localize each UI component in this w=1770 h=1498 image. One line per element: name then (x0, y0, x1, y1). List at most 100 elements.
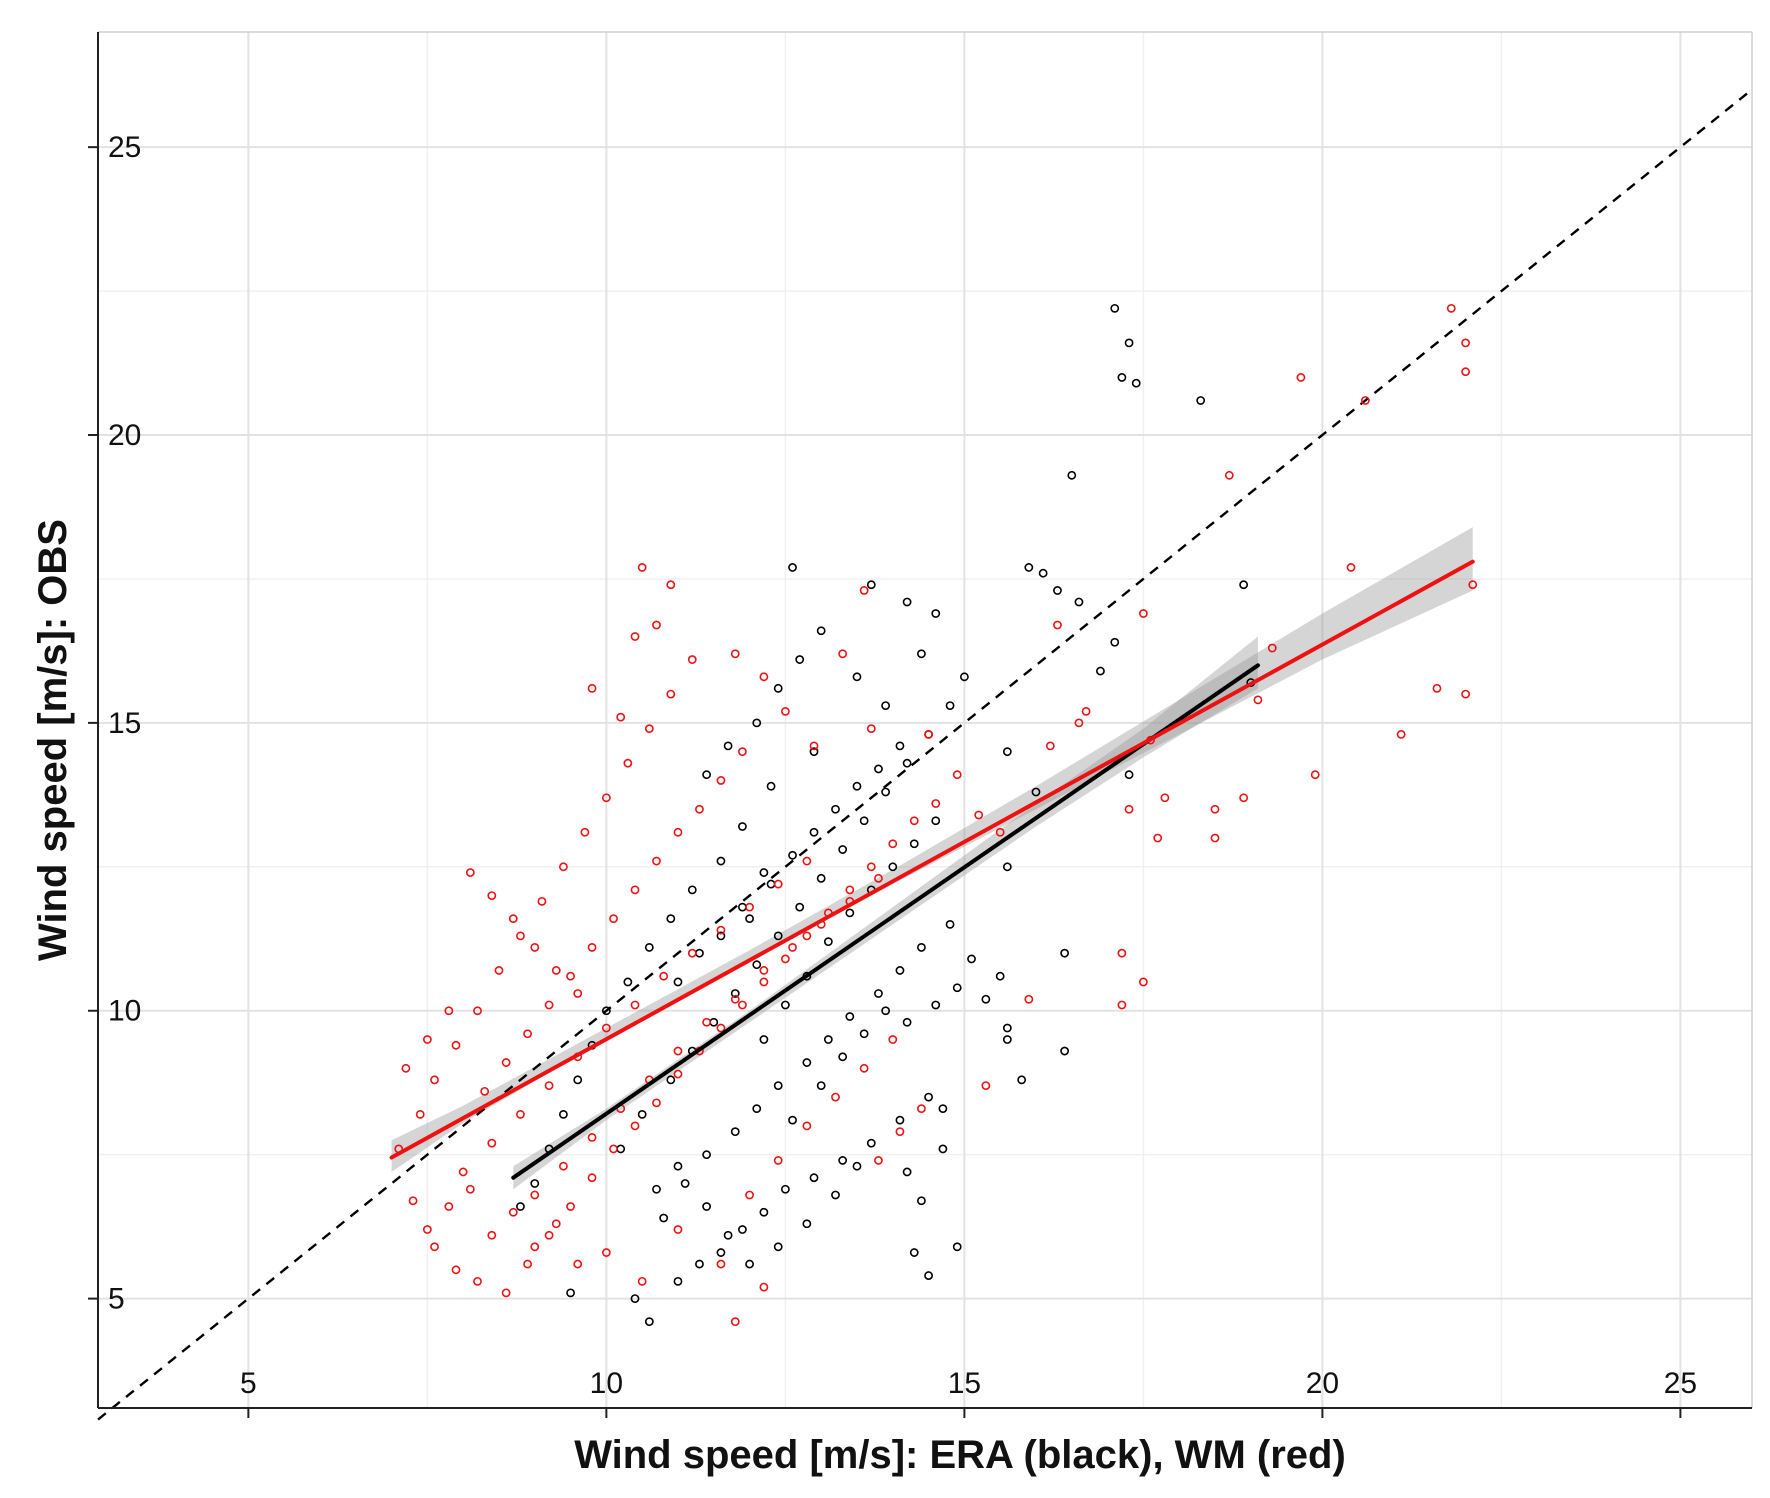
scatter-point (802, 856, 812, 866)
scatter-point (802, 1058, 812, 1067)
x-tick-label: 5 (240, 1367, 257, 1400)
scatter-point (702, 770, 712, 780)
scatter-point (874, 1156, 883, 1165)
scatter-point (866, 1138, 876, 1148)
scatter-point (1067, 470, 1077, 480)
scatter-point (1024, 994, 1034, 1004)
x-tick-label: 15 (948, 1367, 981, 1400)
scatter-point (1346, 563, 1356, 572)
scatter-point (473, 1276, 482, 1286)
scatter-point (730, 994, 740, 1004)
scatter-point (709, 1017, 719, 1027)
scatter-point (422, 1035, 432, 1044)
scatter-point (465, 1184, 475, 1194)
scatter-point (659, 1213, 669, 1223)
scatter-point (759, 868, 769, 877)
scatter-point (1124, 770, 1134, 780)
scatter-point (559, 1109, 568, 1119)
y-tick-label: 20 (108, 419, 141, 452)
scatter-point (759, 966, 769, 975)
scatter-point (759, 1282, 769, 1292)
scatter-point (1031, 787, 1041, 797)
scatter-point (730, 1317, 740, 1327)
scatter-point (1002, 862, 1012, 872)
scatter-point (630, 1294, 640, 1304)
scatter-point (530, 1190, 540, 1200)
scatter-point (788, 943, 797, 952)
scatter-point (1038, 568, 1048, 578)
scatter-point (601, 1248, 611, 1257)
scatter-point (587, 1133, 597, 1142)
scatter-point (852, 672, 862, 682)
scatter-point (967, 954, 976, 964)
scatter-point (895, 966, 905, 975)
scatter-point (508, 914, 518, 924)
scatter-point (788, 1115, 797, 1125)
scatter-point (752, 1104, 762, 1114)
scatter-point (866, 724, 876, 734)
scatter-point (745, 914, 754, 924)
scatter-point (738, 1000, 747, 1010)
scatter-point (780, 1184, 790, 1194)
scatter-point (544, 1230, 554, 1240)
scatter-point (637, 1109, 647, 1119)
scatter-point (422, 1225, 432, 1234)
scatter-point (938, 1144, 948, 1154)
scatter-point (444, 1202, 454, 1211)
scatter-point (623, 977, 633, 987)
scatter-point (766, 781, 776, 791)
scatter-point (516, 1202, 525, 1211)
scatter-point (616, 712, 626, 722)
scatter-point (702, 1150, 712, 1160)
scatter-point (981, 994, 991, 1004)
scatter-point (687, 948, 697, 958)
scatter-point (587, 1173, 597, 1183)
scatter-point (644, 724, 654, 734)
scatter-point (773, 931, 783, 941)
scatter-point (1432, 683, 1442, 693)
scatter-point (652, 620, 661, 630)
scatter-point (902, 758, 912, 768)
scatter-point (1060, 948, 1070, 958)
scatter-point (730, 649, 740, 659)
scatter-point (816, 626, 826, 636)
scatter-point (780, 954, 790, 964)
regression-line (389, 559, 1475, 1160)
scatter-point (1074, 718, 1084, 728)
scatter-point (609, 914, 618, 924)
scatter-point (823, 937, 833, 947)
scatter-point (673, 1225, 683, 1234)
scatter-point (501, 1058, 511, 1067)
identity-line (97, 88, 1753, 1421)
scatter-point (1239, 580, 1249, 590)
fit-lines (389, 559, 1475, 1180)
scatter-point (845, 885, 855, 895)
scatter-point (924, 729, 933, 739)
scatter-point (1310, 770, 1320, 780)
scatter-point (909, 816, 919, 826)
scatter-point (666, 689, 676, 699)
scatter-point (859, 1029, 869, 1039)
scatter-point (1138, 977, 1148, 987)
scatter-point (666, 914, 676, 924)
scatter-point (673, 1161, 683, 1171)
scatter-point (766, 879, 776, 889)
scatter-point (995, 971, 1005, 981)
scatter-point (809, 741, 819, 751)
scatter-point (487, 1230, 497, 1240)
scatter-point (788, 850, 797, 860)
scatter-point (680, 1179, 690, 1188)
scatter-point (1124, 338, 1134, 348)
scatter-point (644, 943, 654, 952)
scatter-point (931, 609, 941, 618)
scatter-point (516, 931, 525, 941)
scatter-point (802, 1219, 812, 1229)
scatter-point (652, 856, 661, 866)
scatter-point (881, 701, 891, 711)
y-tick-label: 25 (108, 131, 141, 164)
scatter-point (1468, 580, 1478, 590)
scatter-point (716, 856, 726, 866)
scatter-point (945, 919, 955, 929)
scatter-point (759, 1035, 769, 1044)
scatter-point (759, 977, 769, 987)
